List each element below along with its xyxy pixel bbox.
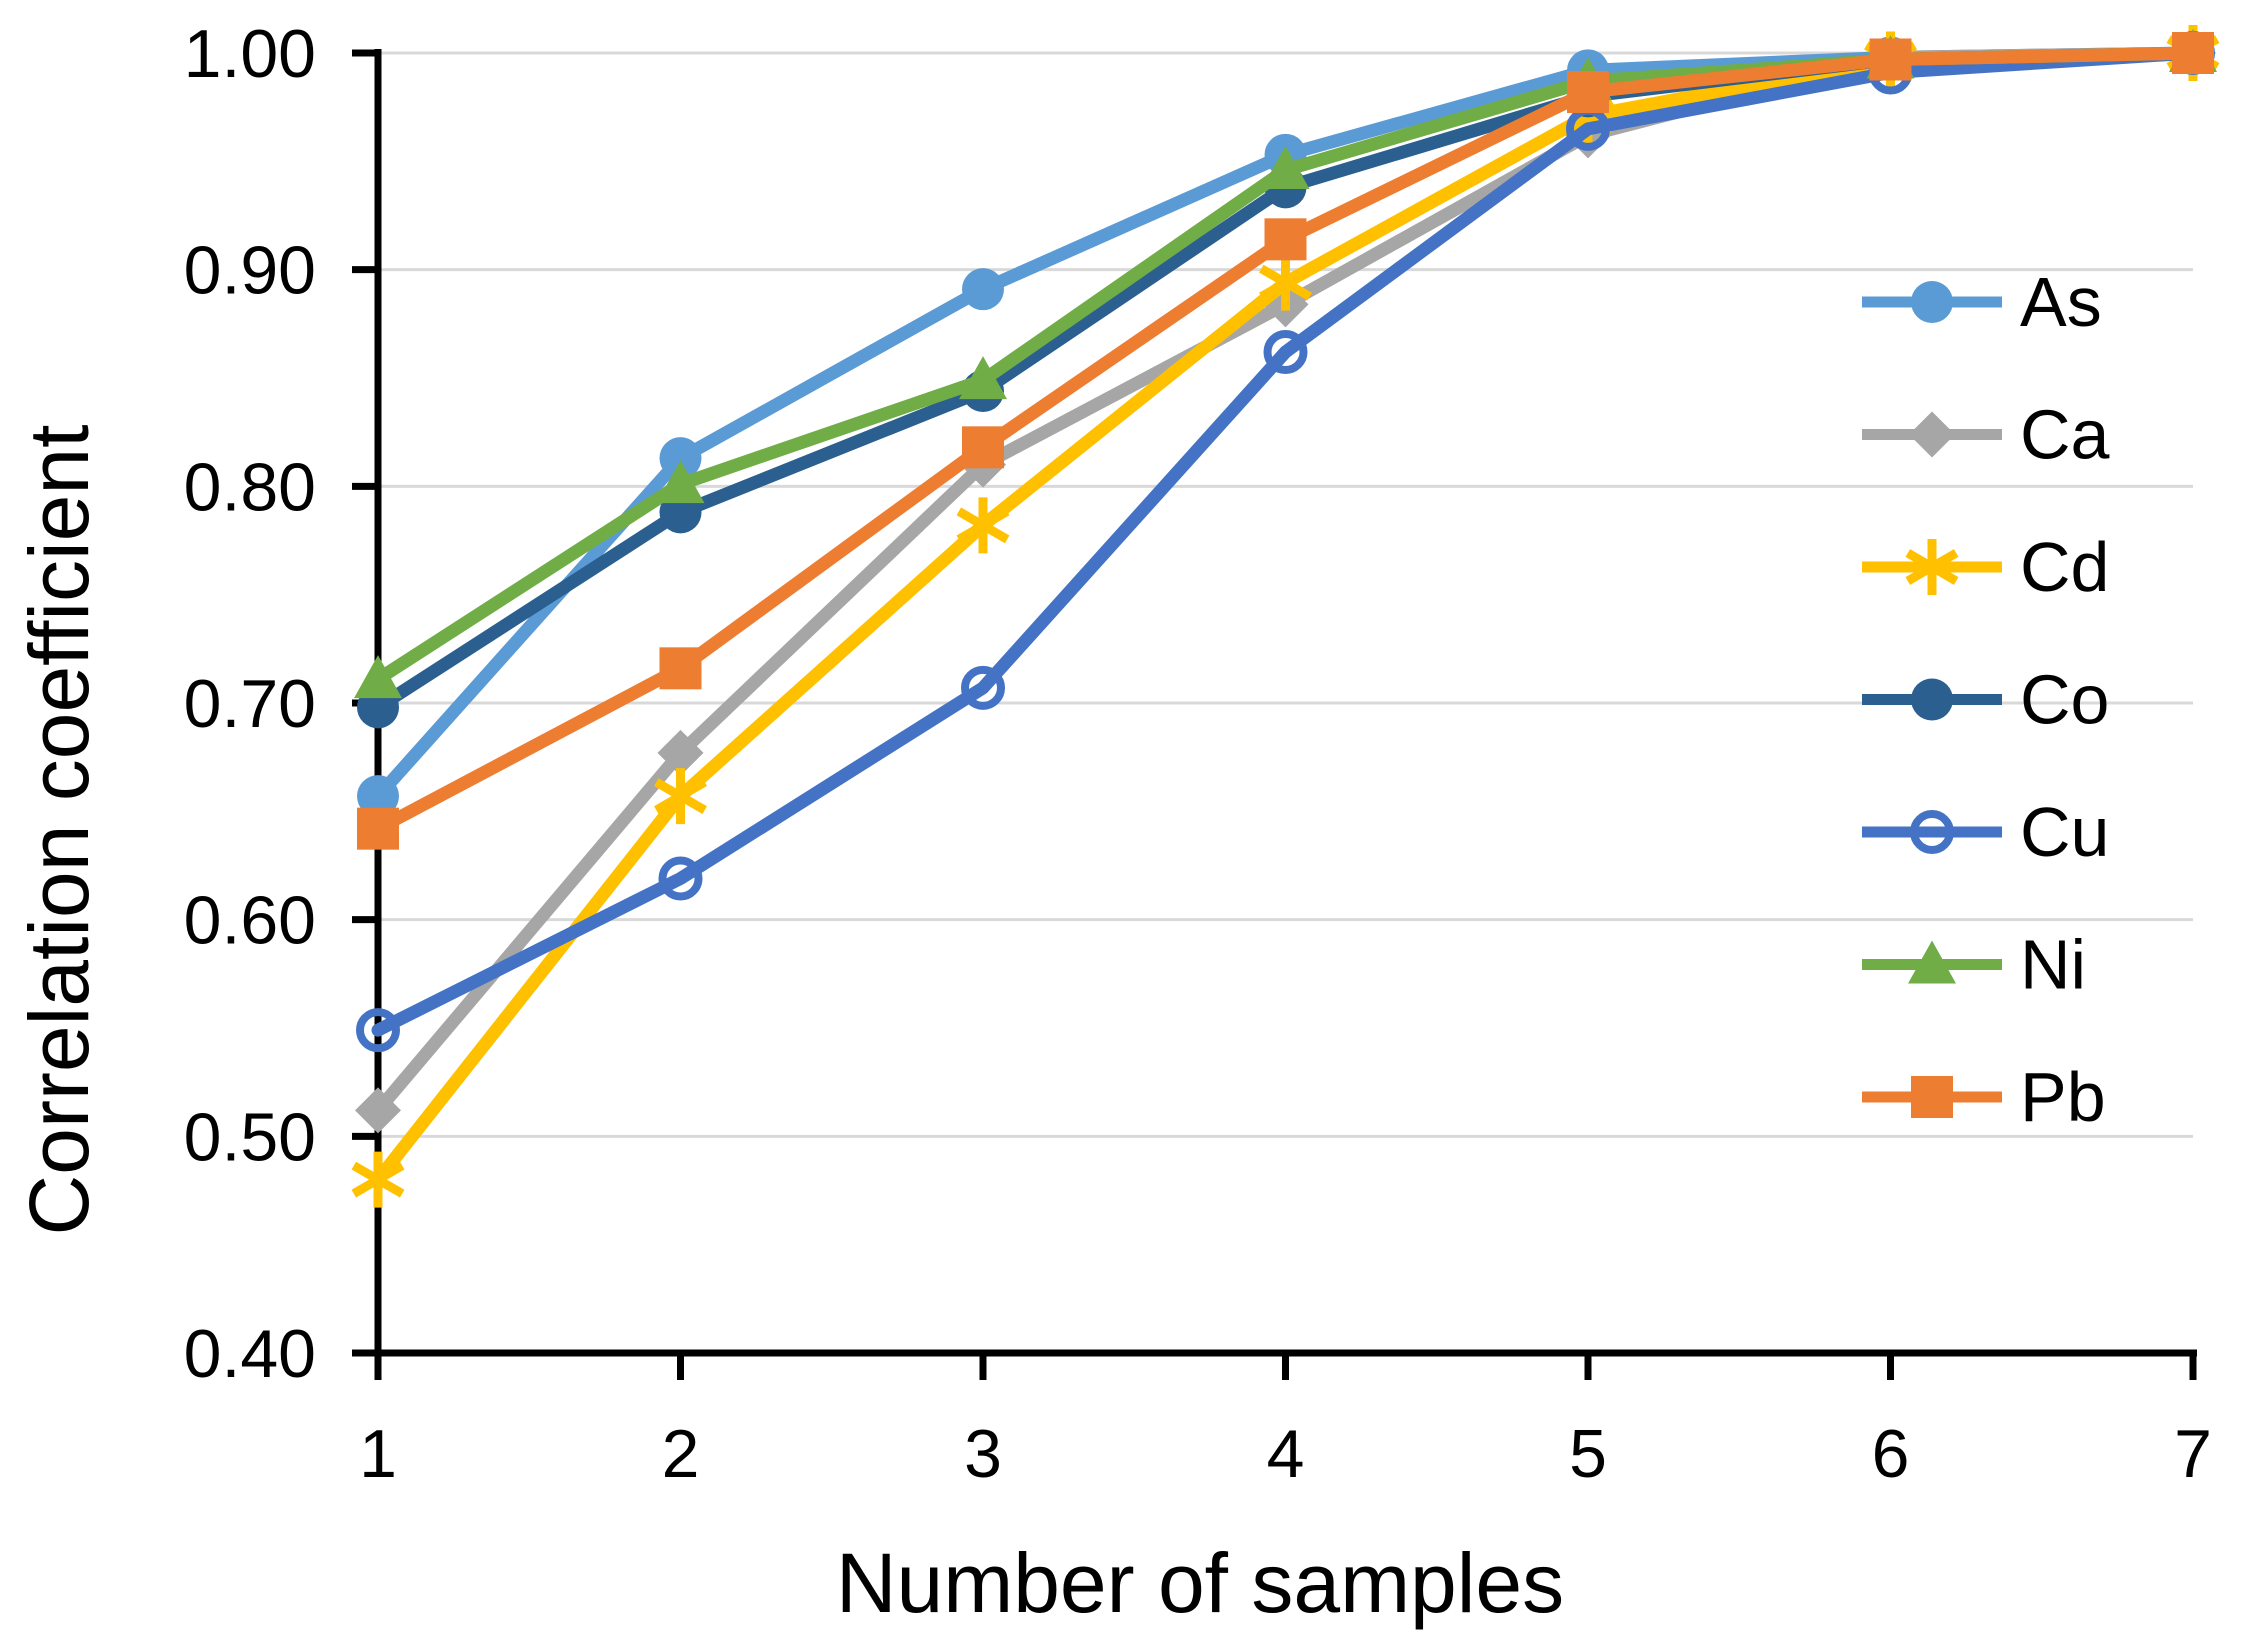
- x-tick-label: 1: [359, 1416, 397, 1492]
- data-point-marker-Pb: [962, 426, 1004, 469]
- x-tick-label: 6: [1872, 1416, 1910, 1492]
- series-group: [351, 25, 2220, 1208]
- y-tick-label: 1.00: [184, 16, 316, 92]
- data-point-marker-Pb: [659, 647, 702, 690]
- data-point-marker-Cu: [658, 856, 703, 901]
- legend-item-Co: Co: [1862, 661, 2109, 739]
- data-point-marker-Cu: [356, 1008, 400, 1053]
- data-point-marker-Ni: [354, 655, 402, 699]
- legend-label-Ca: Ca: [2020, 396, 2110, 474]
- y-tick-label: 0.80: [184, 449, 316, 525]
- data-point-marker-Cu: [1910, 810, 1954, 854]
- data-point-marker-Pb: [1264, 218, 1307, 261]
- series-Pb: [357, 32, 2214, 850]
- data-point-marker-Pb: [2172, 32, 2214, 74]
- data-point-marker-Ca: [1909, 411, 1955, 458]
- series-line-Ca: [371, 46, 2200, 1117]
- x-tick-label: 2: [662, 1416, 700, 1492]
- series-Ni: [354, 29, 2217, 699]
- data-point-marker-As: [1911, 281, 1953, 323]
- data-point-marker-As: [659, 437, 702, 480]
- data-point-marker-Co: [1911, 678, 1953, 721]
- data-point-marker-Cd: [956, 497, 1010, 554]
- x-tick-label: 3: [964, 1416, 1002, 1492]
- data-point-marker-Cu: [961, 665, 1005, 710]
- y-tick-label: 0.60: [184, 883, 316, 959]
- data-point-marker-Pb: [357, 807, 399, 850]
- data-point-marker-Ni: [656, 460, 705, 504]
- legend-item-Cd: Cd: [1862, 528, 2109, 606]
- data-point-marker-Cd: [1259, 254, 1312, 311]
- x-tick-label: 7: [2174, 1416, 2212, 1492]
- legend-label-Ni: Ni: [2020, 926, 2086, 1004]
- y-tick-label: 0.50: [184, 1099, 316, 1175]
- data-point-marker-Cd: [1905, 539, 1959, 595]
- data-point-marker-Ni: [1261, 146, 1310, 189]
- data-point-marker-Pb: [1567, 71, 1609, 113]
- y-tick-label: 0.90: [184, 233, 316, 309]
- legend-item-Cu: Cu: [1862, 793, 2109, 871]
- data-point-marker-Cu: [1263, 330, 1308, 374]
- y-axis-title: Correlation coefficient: [12, 425, 106, 1236]
- data-point-marker-Cd: [654, 768, 707, 825]
- legend: As Ca Cd Co Cu Ni Pb: [1862, 263, 2110, 1136]
- y-tick-label: 0.70: [184, 666, 316, 742]
- x-tick-label: 5: [1569, 1416, 1607, 1492]
- data-point-marker-Ni: [959, 356, 1007, 400]
- tick-labels-group: 0.40 0.50 0.60 0.70 0.80 0.90 1.00 1 2 3 4 5 6 7: [184, 16, 2212, 1492]
- x-tick-label: 4: [1267, 1416, 1305, 1492]
- legend-item-Ni: Ni: [1862, 926, 2086, 1004]
- data-point-marker-Pb: [1869, 38, 1912, 81]
- y-tick-label: 0.40: [184, 1316, 316, 1392]
- data-point-marker-Ca: [355, 1087, 401, 1134]
- data-point-marker-Cd: [351, 1151, 405, 1208]
- legend-item-Pb: Pb: [1862, 1058, 2106, 1136]
- x-axis-title: Number of samples: [836, 1536, 1564, 1630]
- data-point-marker-Ca: [657, 729, 704, 776]
- data-point-marker-As: [962, 268, 1004, 311]
- legend-label-Co: Co: [2020, 661, 2109, 739]
- legend-label-Cd: Cd: [2020, 528, 2109, 606]
- data-point-marker-Ni: [1908, 940, 1956, 984]
- axis-titles-group: Number of samples Correlation coefficien…: [12, 425, 1564, 1630]
- data-point-marker-Pb: [1911, 1076, 1953, 1118]
- data-point-marker-As: [357, 775, 399, 818]
- legend-item-As: As: [1862, 263, 2102, 341]
- legend-label-As: As: [2020, 263, 2102, 341]
- legend-item-Ca: Ca: [1862, 396, 2110, 474]
- legend-label-Pb: Pb: [2020, 1058, 2106, 1136]
- legend-label-Cu: Cu: [2020, 793, 2109, 871]
